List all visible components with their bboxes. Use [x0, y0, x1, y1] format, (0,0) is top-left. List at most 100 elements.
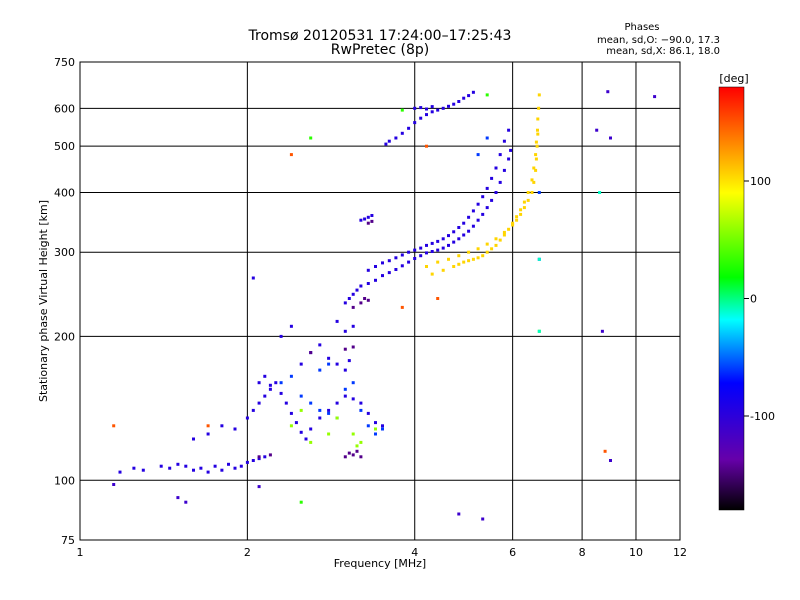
- data-point: [112, 424, 116, 428]
- data-point: [343, 368, 347, 372]
- data-point: [374, 278, 377, 282]
- data-point: [400, 253, 404, 257]
- data-point: [452, 265, 456, 268]
- data-point: [304, 437, 308, 441]
- data-point: [268, 383, 272, 387]
- data-point: [536, 132, 540, 136]
- data-point: [476, 247, 480, 251]
- data-point: [481, 517, 485, 521]
- data-point: [400, 305, 404, 309]
- data-point: [366, 221, 370, 225]
- data-point: [184, 500, 188, 504]
- data-point: [199, 466, 203, 470]
- data-point: [394, 136, 398, 140]
- data-point: [509, 148, 513, 152]
- data-point: [452, 230, 456, 234]
- data-point: [299, 362, 303, 366]
- data-point: [335, 401, 339, 405]
- data-point: [452, 102, 456, 106]
- data-point: [132, 466, 136, 470]
- data-point: [366, 282, 370, 285]
- data-point: [457, 226, 461, 229]
- data-point: [284, 401, 288, 405]
- data-point: [535, 144, 539, 148]
- data-point: [481, 195, 485, 199]
- data-point: [534, 168, 538, 172]
- legend-title: Phases: [624, 22, 659, 33]
- data-point: [351, 292, 355, 296]
- data-point: [447, 234, 450, 238]
- data-point: [534, 153, 538, 157]
- data-point: [419, 106, 423, 110]
- data-point: [206, 432, 210, 436]
- data-point: [653, 95, 657, 99]
- chart-subtitle: RwPretec (8p): [331, 42, 429, 58]
- colorbar-gradient: [718, 86, 745, 511]
- data-point: [419, 116, 423, 120]
- data-point: [462, 96, 466, 100]
- data-point: [462, 260, 466, 264]
- data-point: [251, 459, 255, 462]
- data-point: [309, 440, 313, 444]
- data-point: [485, 186, 489, 190]
- y-tick-label: 400: [54, 186, 75, 199]
- data-point: [536, 117, 540, 121]
- data-point: [374, 421, 377, 425]
- data-point: [363, 217, 367, 221]
- data-point: [526, 198, 530, 202]
- data-point: [294, 421, 298, 425]
- data-point: [522, 206, 526, 210]
- data-point: [494, 243, 498, 247]
- data-point: [436, 297, 440, 300]
- data-point: [257, 457, 261, 461]
- data-point: [537, 191, 541, 194]
- data-point: [462, 221, 466, 225]
- data-point: [476, 153, 480, 157]
- data-point: [176, 496, 180, 500]
- legend-line-x: mean, sd,X: 86.1, 18.0: [606, 46, 720, 57]
- data-point: [118, 470, 122, 474]
- data-point: [537, 257, 541, 261]
- data-point: [471, 224, 475, 228]
- x-tick-label: 6: [509, 546, 516, 559]
- data-point: [400, 131, 404, 135]
- data-point: [485, 242, 489, 246]
- data-point: [519, 212, 523, 216]
- data-point: [530, 178, 534, 182]
- data-point: [457, 254, 461, 258]
- data-point: [343, 347, 347, 351]
- data-point: [394, 256, 398, 260]
- y-tick-label: 600: [54, 102, 75, 115]
- data-point: [526, 191, 530, 194]
- data-point: [419, 254, 423, 258]
- data-point: [327, 356, 331, 360]
- x-tick-label: 1: [77, 546, 84, 559]
- data-point: [400, 264, 404, 268]
- phases-legend: Phases mean, sd,O: −90.0, 17.3 mean, sd,…: [597, 22, 720, 57]
- data-point: [436, 260, 440, 264]
- data-point: [515, 215, 519, 219]
- data-point: [494, 191, 498, 194]
- data-point: [351, 305, 355, 309]
- data-point: [327, 432, 331, 436]
- data-point: [467, 250, 471, 254]
- data-point: [251, 276, 255, 280]
- data-point: [532, 166, 536, 170]
- data-point: [268, 453, 272, 457]
- data-point: [327, 411, 331, 415]
- data-point: [425, 107, 428, 111]
- data-point: [366, 298, 370, 302]
- data-point: [387, 271, 391, 275]
- data-point: [485, 206, 489, 210]
- data-point: [351, 453, 355, 457]
- data-point: [447, 257, 450, 261]
- data-point: [498, 238, 502, 242]
- data-point: [206, 470, 210, 474]
- legend-line-o: mean, sd,O: −90.0, 17.3: [597, 35, 720, 46]
- data-point: [351, 381, 355, 385]
- data-point: [430, 250, 434, 253]
- data-point: [490, 176, 494, 180]
- data-point: [467, 229, 471, 233]
- data-point: [447, 104, 450, 108]
- data-point: [363, 297, 367, 300]
